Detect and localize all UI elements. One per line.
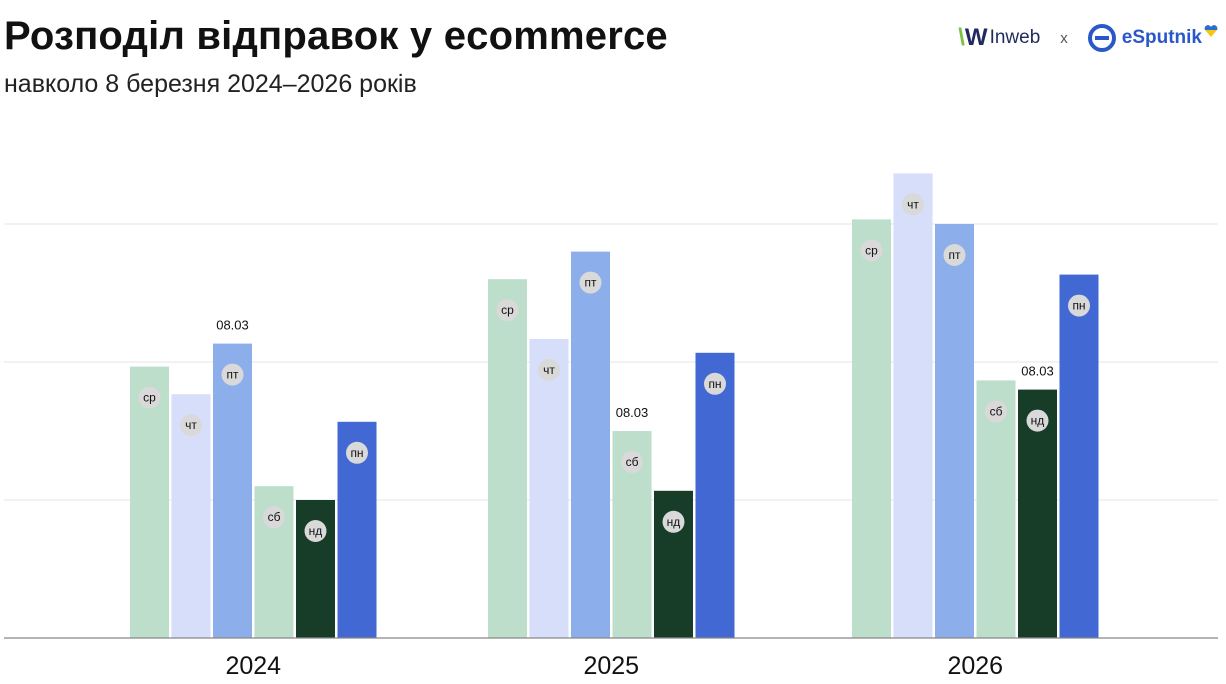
day-label: чт	[185, 418, 197, 432]
day-label-badge	[221, 363, 244, 386]
logo-separator: x	[1060, 29, 1068, 47]
day-label-badge	[304, 520, 327, 542]
bar-2024-пт	[213, 343, 252, 638]
day-label-badge	[180, 414, 202, 437]
day-label: ср	[865, 243, 878, 257]
x-tick-label: 2026	[947, 652, 1003, 680]
bar-2026-ср	[852, 219, 891, 638]
day-label-badge	[662, 510, 685, 533]
day-label-badge	[579, 271, 602, 294]
day-label-badge	[621, 451, 643, 473]
day-label-badge	[496, 299, 519, 322]
x-tick-label: 2025	[583, 652, 639, 680]
day-label-badge	[1026, 409, 1049, 432]
day-label-badge	[902, 193, 924, 216]
day-label: сб	[990, 404, 1003, 418]
annotation-label: 08.03	[216, 318, 249, 333]
day-label-badge	[346, 441, 368, 464]
day-label: ср	[501, 303, 514, 317]
day-label-badge	[538, 359, 560, 381]
logos: \W Inweb x eSputnik	[958, 24, 1218, 52]
day-label: пт	[949, 248, 961, 262]
esputnik-logo: eSputnik	[1087, 24, 1218, 52]
day-label-badge	[263, 506, 285, 529]
bar-2025-пн	[695, 352, 735, 638]
annotation-label: 08.03	[616, 405, 649, 420]
day-label: нд	[1031, 414, 1045, 428]
day-label-badge	[985, 400, 1007, 423]
bar-2026-чт	[893, 173, 933, 638]
day-label: пн	[350, 446, 363, 460]
bar-2026-пн	[1059, 274, 1099, 638]
day-label: пт	[585, 276, 597, 290]
page-subtitle: навколо 8 березня 2024–2026 років	[4, 70, 417, 98]
bar-2025-ср	[488, 279, 527, 638]
day-label: чт	[543, 363, 555, 377]
bar-2025-пт	[571, 251, 610, 638]
day-label: сб	[268, 510, 281, 524]
annotation-label: 08.03	[1021, 364, 1054, 379]
day-label: чт	[907, 197, 919, 211]
bar-2025-чт	[529, 339, 569, 638]
day-label: нд	[667, 515, 681, 529]
day-label: нд	[309, 524, 323, 538]
day-label-badge	[138, 386, 161, 409]
day-label-badge	[943, 244, 966, 266]
bar-2026-пт	[935, 224, 974, 638]
inweb-w-icon: \W	[958, 24, 988, 51]
day-label: пн	[708, 377, 721, 391]
page-title: Розподіл відправок у ecommerce	[4, 14, 668, 58]
heart-icon	[1204, 25, 1218, 37]
day-label-badge	[704, 372, 726, 395]
bar-2024-ср	[130, 366, 169, 638]
esputnik-logo-text: eSputnik	[1121, 27, 1202, 48]
day-label-badge	[1068, 294, 1090, 317]
day-label: пт	[227, 368, 239, 382]
inweb-logo-text: Inweb	[989, 27, 1041, 48]
day-label: пн	[1072, 299, 1085, 313]
bar-2026-сб	[976, 380, 1016, 638]
day-label-badge	[860, 239, 883, 262]
esputnik-icon	[1087, 24, 1116, 52]
inweb-logo: \W Inweb	[958, 24, 1040, 52]
day-label: ср	[143, 391, 156, 405]
day-label: сб	[626, 455, 639, 469]
x-tick-label: 2024	[225, 652, 281, 680]
